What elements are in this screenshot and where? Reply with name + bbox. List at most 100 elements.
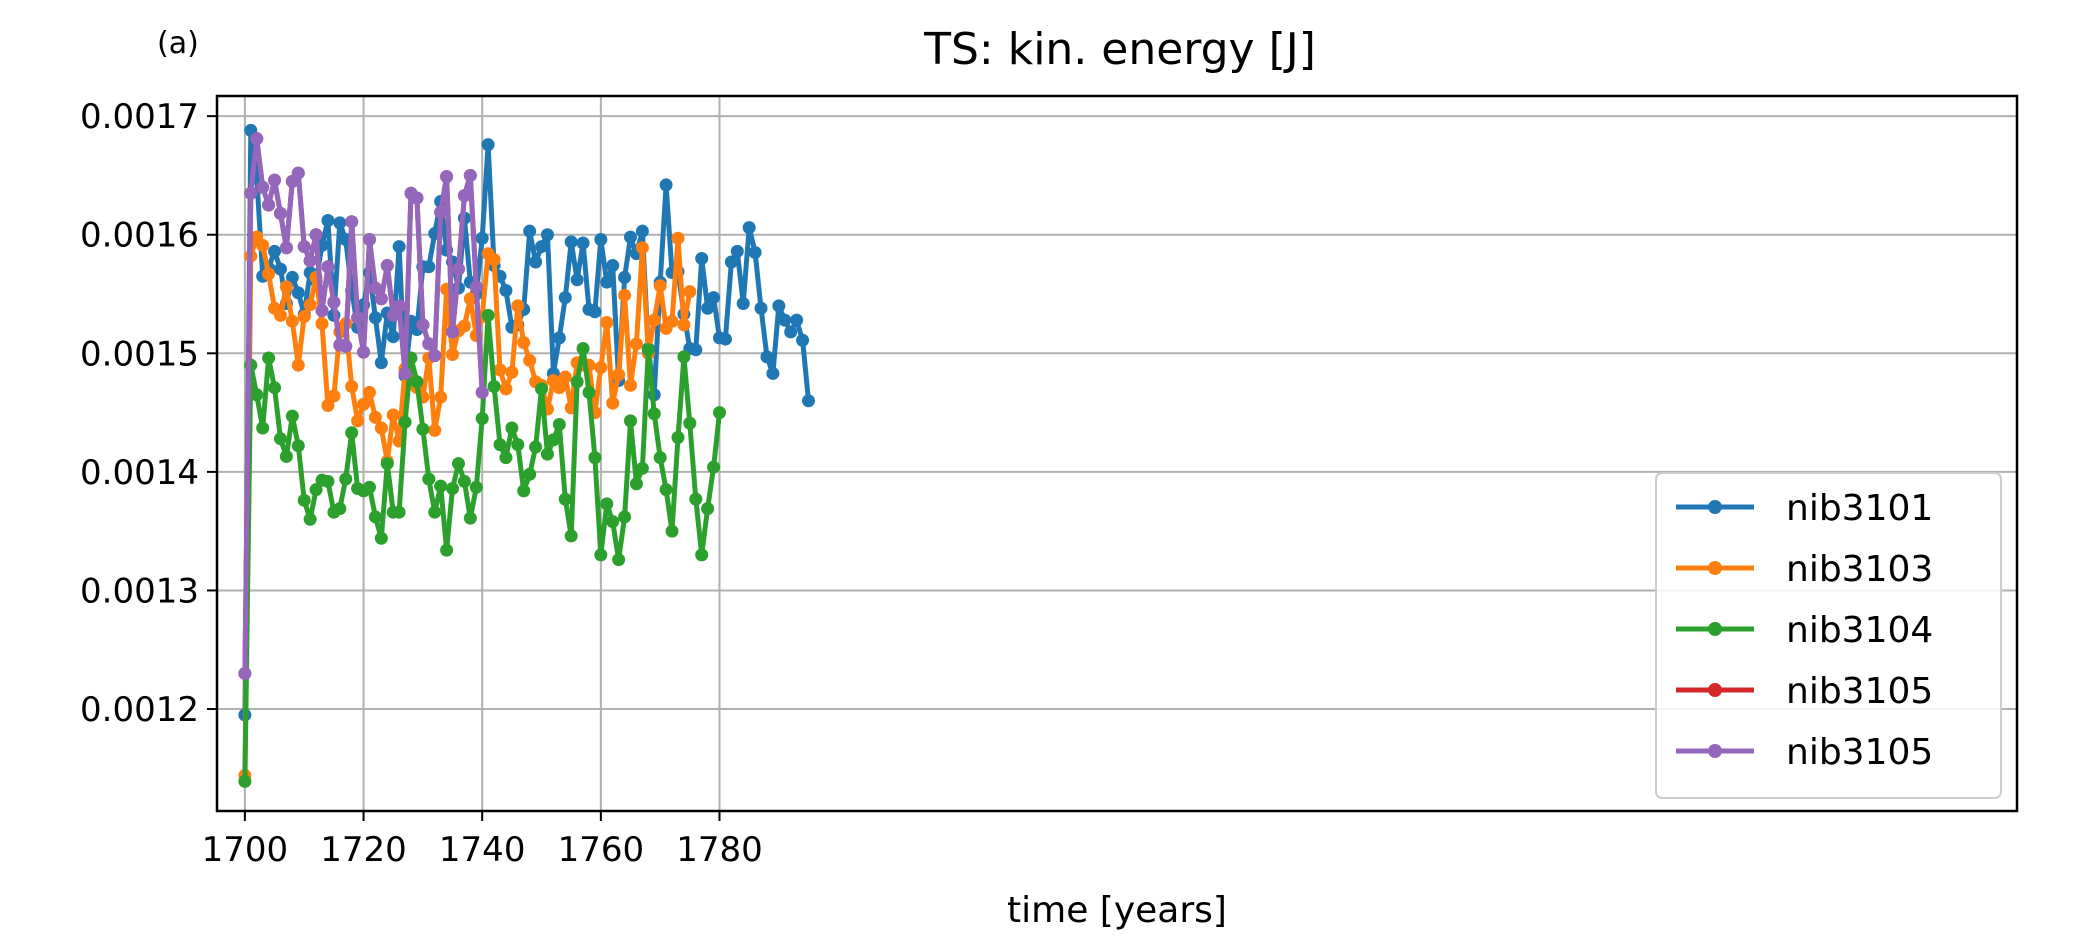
legend-label: nib3105 bbox=[1786, 671, 1933, 712]
data-point bbox=[576, 236, 590, 250]
data-point bbox=[647, 313, 661, 327]
data-point bbox=[701, 502, 715, 516]
data-point bbox=[600, 497, 614, 511]
data-point bbox=[422, 260, 436, 274]
data-point bbox=[535, 382, 549, 396]
data-point bbox=[612, 368, 626, 382]
data-point bbox=[624, 230, 638, 244]
data-point bbox=[701, 301, 715, 315]
data-point bbox=[748, 246, 762, 260]
y-tick-label: 0.0017 bbox=[80, 97, 199, 137]
data-point bbox=[273, 432, 287, 446]
data-point bbox=[368, 510, 382, 524]
data-point bbox=[374, 356, 388, 370]
data-point bbox=[618, 510, 632, 524]
data-point bbox=[291, 358, 305, 372]
data-point bbox=[416, 318, 430, 332]
data-point bbox=[262, 351, 276, 365]
data-point bbox=[291, 166, 305, 180]
data-point bbox=[446, 347, 460, 361]
data-point bbox=[487, 380, 501, 394]
data-point bbox=[606, 396, 620, 410]
data-point bbox=[493, 438, 507, 452]
data-point bbox=[707, 291, 721, 305]
data-point bbox=[345, 215, 359, 229]
x-axis-label: time [years] bbox=[1007, 890, 1227, 931]
data-point bbox=[386, 308, 400, 322]
data-point bbox=[606, 515, 620, 529]
data-point bbox=[244, 186, 258, 200]
data-point bbox=[588, 305, 602, 319]
data-point bbox=[647, 407, 661, 421]
data-point bbox=[238, 666, 252, 680]
data-point bbox=[434, 390, 448, 404]
data-point bbox=[303, 298, 317, 312]
data-point bbox=[629, 337, 643, 351]
legend-item: nib3105 bbox=[1676, 671, 1933, 712]
data-point bbox=[285, 314, 299, 328]
data-point bbox=[713, 406, 727, 420]
data-point bbox=[594, 232, 608, 246]
data-point bbox=[612, 553, 626, 567]
data-point bbox=[315, 304, 329, 318]
data-point bbox=[588, 451, 602, 465]
data-point bbox=[635, 224, 649, 238]
x-tick-label: 1740 bbox=[439, 830, 526, 870]
data-point bbox=[517, 484, 531, 498]
data-point bbox=[428, 423, 442, 437]
data-point bbox=[695, 251, 709, 265]
y-tick-label: 0.0014 bbox=[80, 453, 199, 493]
data-point bbox=[671, 430, 685, 444]
data-point bbox=[742, 221, 756, 235]
data-point bbox=[629, 477, 643, 491]
data-point bbox=[535, 240, 549, 254]
data-point bbox=[238, 774, 252, 788]
data-point bbox=[760, 350, 774, 364]
data-point bbox=[641, 343, 655, 357]
data-point bbox=[600, 275, 614, 289]
data-point bbox=[256, 421, 270, 435]
legend-label: nib3101 bbox=[1786, 488, 1933, 529]
data-point bbox=[268, 173, 282, 187]
y-axis-ticks: 0.0012 0.0013 0.0014 0.0015 0.0016 0.0017 bbox=[80, 97, 217, 730]
data-point bbox=[321, 260, 335, 274]
data-point bbox=[386, 408, 400, 422]
data-point bbox=[659, 178, 673, 192]
data-point bbox=[529, 255, 543, 269]
data-point bbox=[635, 461, 649, 475]
data-point bbox=[440, 170, 454, 184]
data-point bbox=[357, 345, 371, 359]
data-point bbox=[505, 421, 519, 435]
data-point bbox=[440, 543, 454, 557]
data-point bbox=[362, 385, 376, 399]
data-point bbox=[273, 262, 287, 276]
data-point bbox=[303, 254, 317, 268]
data-point bbox=[446, 481, 460, 495]
legend-label: nib3103 bbox=[1786, 549, 1933, 590]
data-point bbox=[582, 385, 596, 399]
data-point bbox=[297, 240, 311, 254]
legend-marker bbox=[1708, 561, 1722, 575]
data-point bbox=[624, 378, 638, 392]
series-layer bbox=[238, 123, 815, 788]
data-point bbox=[772, 299, 786, 313]
data-point bbox=[279, 280, 293, 294]
data-point bbox=[481, 138, 495, 152]
series-nib3101-0 bbox=[238, 123, 815, 722]
data-point bbox=[552, 417, 566, 431]
data-point bbox=[754, 301, 768, 315]
y-tick-label: 0.0013 bbox=[80, 571, 199, 611]
data-point bbox=[392, 240, 406, 254]
data-point bbox=[730, 244, 744, 258]
x-axis-ticks: 1700 1720 1740 1760 1780 bbox=[202, 811, 763, 870]
y-tick-label: 0.0012 bbox=[80, 690, 199, 730]
data-point bbox=[392, 505, 406, 519]
data-point bbox=[475, 412, 489, 426]
data-point bbox=[618, 270, 632, 284]
data-point bbox=[778, 313, 792, 327]
data-point bbox=[250, 388, 264, 402]
data-point bbox=[707, 460, 721, 474]
data-point bbox=[499, 451, 513, 465]
legend-label: nib3105 bbox=[1786, 732, 1933, 773]
data-point bbox=[256, 238, 270, 252]
